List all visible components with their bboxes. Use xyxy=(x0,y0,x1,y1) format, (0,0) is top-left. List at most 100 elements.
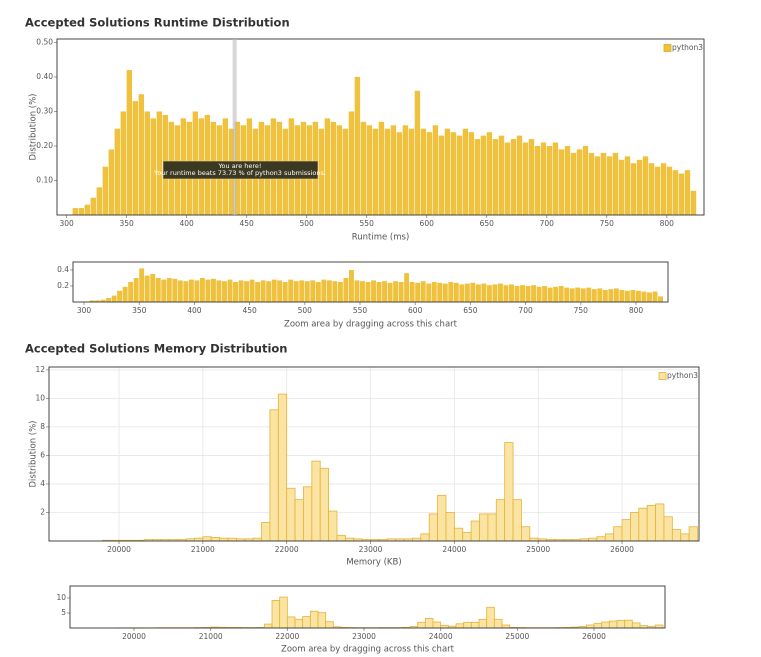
plot-area xyxy=(70,586,665,628)
tooltip-line: You are here! xyxy=(217,162,261,170)
bar xyxy=(89,300,95,302)
bar xyxy=(402,125,409,215)
bar xyxy=(366,125,373,215)
bar xyxy=(630,290,636,302)
x-tick-label: 750 xyxy=(600,219,615,228)
x-tick-label: 750 xyxy=(574,306,589,315)
bar xyxy=(442,283,448,302)
plot-frame xyxy=(56,38,705,216)
bar xyxy=(437,282,443,302)
bar xyxy=(654,624,664,628)
y-tick-label: 8 xyxy=(40,422,45,431)
tooltip xyxy=(162,160,319,180)
bar xyxy=(638,507,648,541)
y-tick-label: 10 xyxy=(56,593,66,602)
navigator-label: Zoom area by dragging across this chart xyxy=(281,645,455,655)
bar xyxy=(95,300,100,302)
legend-swatch xyxy=(658,372,667,380)
x-tick-label: 800 xyxy=(629,306,644,315)
bar xyxy=(417,621,426,628)
bar xyxy=(591,289,597,302)
bar xyxy=(299,280,305,302)
x-tick-label: 20000 xyxy=(107,545,131,554)
bar xyxy=(216,280,222,302)
bar xyxy=(486,132,493,215)
bar xyxy=(365,282,371,302)
bar xyxy=(522,142,529,215)
bar xyxy=(431,282,437,302)
bar xyxy=(426,283,432,302)
x-tick-label: 22000 xyxy=(275,632,299,641)
bar xyxy=(266,281,272,302)
legend-swatch xyxy=(663,44,672,52)
bar xyxy=(487,513,497,541)
plot-frame xyxy=(72,261,669,303)
bar xyxy=(596,536,606,541)
legend-label: python3 xyxy=(667,371,698,380)
bar xyxy=(128,282,134,302)
bar xyxy=(360,281,365,302)
bar xyxy=(294,499,304,541)
bar xyxy=(456,135,463,215)
bar xyxy=(492,284,498,302)
y-tick-label: 0.50 xyxy=(36,37,53,46)
bar xyxy=(420,128,427,215)
bar xyxy=(655,503,665,541)
bar xyxy=(616,620,626,628)
x-tick-label: 25000 xyxy=(526,545,550,554)
bar xyxy=(318,128,325,215)
y-axis-label: Distribution (%) xyxy=(29,94,39,161)
bar xyxy=(222,281,227,302)
bar xyxy=(553,286,559,302)
bar xyxy=(493,618,503,628)
bar xyxy=(588,152,595,215)
bar xyxy=(521,526,531,541)
bar xyxy=(547,287,553,302)
bar xyxy=(602,290,608,302)
y-axis-label: Distribution (%) xyxy=(29,421,39,488)
y-tick-label: 0.10 xyxy=(36,175,53,184)
bar xyxy=(613,526,623,541)
bar xyxy=(393,281,399,302)
y-tick-label: 6 xyxy=(40,450,45,459)
bar xyxy=(652,291,658,302)
bar xyxy=(564,287,570,302)
bar xyxy=(671,529,682,541)
bar xyxy=(468,132,475,215)
bar xyxy=(558,149,565,215)
bar xyxy=(354,280,360,302)
bar xyxy=(540,142,547,215)
x-tick-label: 450 xyxy=(239,219,254,228)
legend-label: python3 xyxy=(672,43,703,52)
x-tick-label: 20000 xyxy=(122,632,146,641)
bar xyxy=(390,125,397,215)
bar xyxy=(117,290,123,302)
x-tick-label: 400 xyxy=(179,219,194,228)
bar xyxy=(516,135,523,215)
bar xyxy=(205,279,211,302)
bar xyxy=(464,283,470,302)
x-tick-label: 450 xyxy=(242,306,257,315)
x-tick-label: 800 xyxy=(660,219,675,228)
x-tick-label: 25000 xyxy=(505,632,529,641)
bar xyxy=(282,282,288,302)
bar xyxy=(409,282,415,302)
y-tick-label: 2 xyxy=(40,507,45,516)
bar xyxy=(631,622,641,628)
bar xyxy=(233,282,238,302)
x-tick-label: 650 xyxy=(463,306,478,315)
bar xyxy=(210,278,216,302)
bar xyxy=(378,121,385,215)
bar xyxy=(384,128,391,215)
bar xyxy=(332,281,338,302)
bar xyxy=(612,152,619,215)
bar xyxy=(600,152,607,215)
bar xyxy=(580,288,586,302)
bar xyxy=(641,291,647,302)
x-tick-label: 21000 xyxy=(199,632,223,641)
bar xyxy=(244,281,250,302)
bar xyxy=(132,101,139,215)
bar xyxy=(445,512,455,541)
bar xyxy=(594,156,601,215)
